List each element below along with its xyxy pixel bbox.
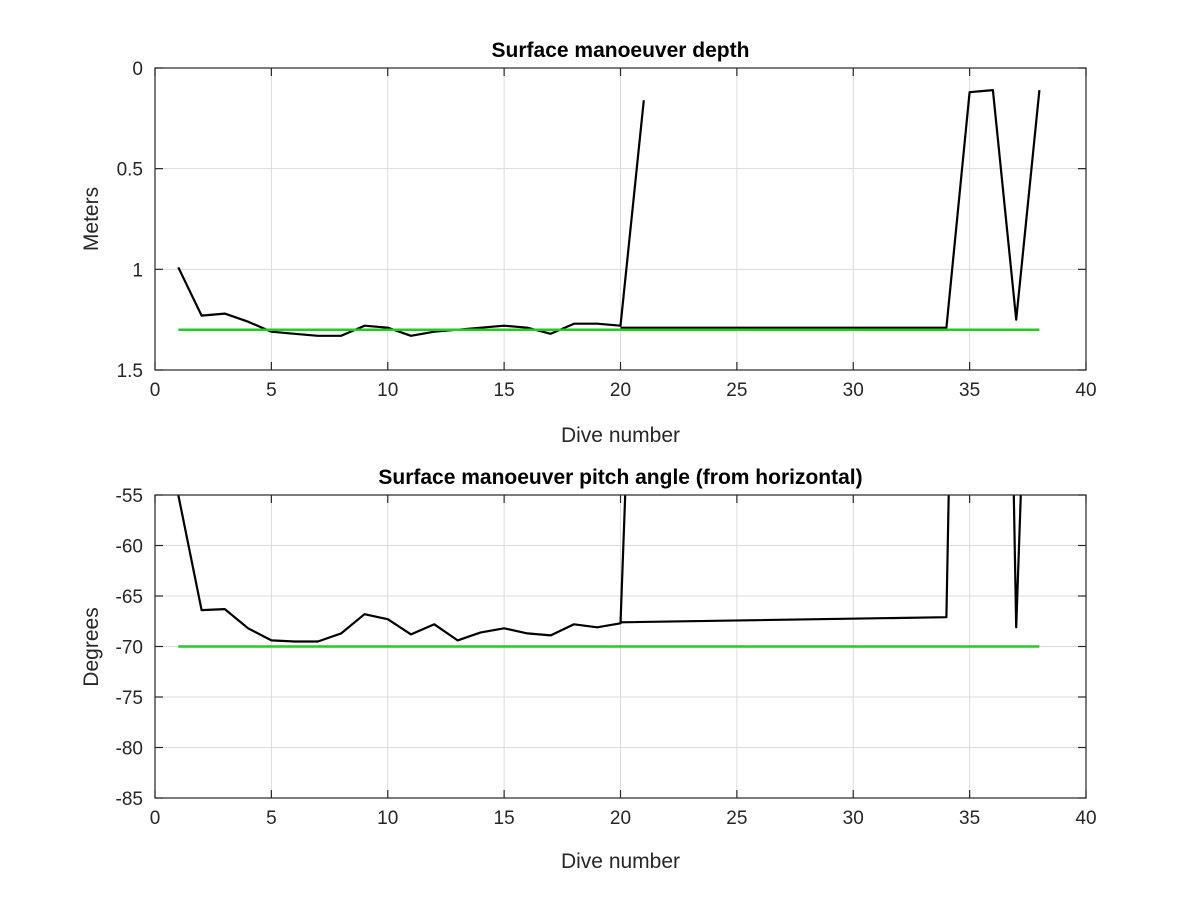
data-line [177,495,627,643]
y-axis-label: Degrees [80,607,103,686]
data-line [177,100,645,337]
y-tick-label: 1.5 [117,361,143,382]
x-tick-label: 20 [610,808,631,829]
y-tick-label: -65 [116,587,143,608]
x-tick-label: 15 [494,380,515,401]
x-tick-label: 20 [610,380,631,401]
y-tick-label: 0.5 [117,160,143,181]
x-tick-label: 15 [494,808,515,829]
x-tick-label: 5 [266,380,277,401]
x-tick-label: 35 [959,808,980,829]
y-tick-label: -55 [116,486,143,507]
y-tick-label: -85 [116,789,143,810]
x-tick-label: 10 [377,380,398,401]
y-tick-label: 0 [132,59,143,80]
chart-title: Surface manoeuver depth [492,39,750,62]
pitch-panel: Surface manoeuver pitch angle (from hori… [80,466,1097,873]
x-tick-label: 40 [1075,808,1096,829]
x-tick-label: 40 [1075,380,1096,401]
x-tick-label: 30 [843,808,864,829]
y-tick-label: -60 [116,537,143,558]
depth-panel: Surface manoeuver depth Dive number Mete… [80,39,1097,447]
x-axis-label: Dive number [561,850,680,873]
x-tick-label: 35 [959,380,980,401]
x-tick-label: 5 [266,808,277,829]
y-tick-label: -75 [116,688,143,709]
data-line [620,88,1041,329]
x-tick-label: 0 [150,380,161,401]
x-tick-label: 10 [377,808,398,829]
x-tick-label: 30 [843,380,864,401]
data-line [620,495,950,624]
chart-title: Surface manoeuver pitch angle (from hori… [378,466,862,489]
y-axis-label: Meters [80,187,103,251]
y-tick-label: -70 [116,638,143,659]
y-tick-label: -80 [116,739,143,760]
x-axis-label: Dive number [561,424,680,447]
x-tick-label: 25 [726,380,747,401]
x-tick-label: 0 [150,808,161,829]
y-tick-label: 1 [132,260,143,281]
x-tick-label: 25 [726,808,747,829]
data-line [1012,495,1022,629]
